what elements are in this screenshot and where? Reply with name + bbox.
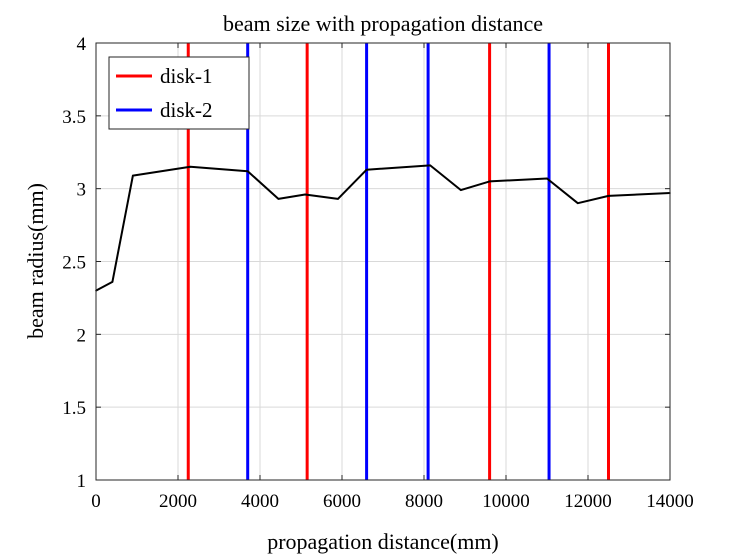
y-tick-label: 3.5: [62, 107, 86, 128]
beam-radius-point: [277, 198, 280, 200]
beam-radius-point: [365, 168, 368, 171]
beam-radius-point: [429, 164, 431, 167]
y-tick-label: 1: [77, 471, 87, 492]
beam-radius-point: [304, 193, 306, 196]
x-tick-label: 8000: [405, 491, 443, 512]
y-tick-label: 2.5: [62, 253, 86, 274]
beam-radius-point: [460, 189, 462, 191]
x-axis-label: propagation distance(mm): [267, 529, 499, 554]
chart-title: beam size with propagation distance: [223, 11, 543, 36]
y-tick-label: 2: [77, 325, 87, 346]
legend: disk-1 disk-2: [108, 56, 250, 130]
beam-radius-point: [337, 198, 339, 200]
x-tick-label: 10000: [482, 491, 530, 512]
beam-radius-point: [111, 281, 114, 283]
y-tick-label: 4: [77, 34, 87, 55]
x-tick-label: 14000: [646, 491, 694, 512]
beam-radius-point: [607, 195, 610, 197]
beam-radius-point: [132, 174, 134, 177]
x-tick-label: 6000: [323, 491, 361, 512]
x-tick-label: 4000: [241, 491, 279, 512]
beam-radius-point: [576, 202, 579, 205]
y-axis-label: beam radius(mm): [23, 183, 48, 339]
beam-radius-point: [189, 166, 192, 168]
legend-label-disk-2: disk-2: [160, 98, 213, 122]
beam-radius-point: [488, 180, 491, 183]
x-tick-label: 12000: [564, 491, 612, 512]
axis-ticks: 0 2000 4000 6000 8000 10000 12000 14000 1 1.5 2 2.5…: [62, 34, 694, 512]
y-tick-label: 3: [77, 180, 87, 201]
beam-radius-line: [95, 164, 671, 292]
beam-radius-series: [95, 164, 671, 292]
beam-radius-point: [546, 177, 548, 180]
x-tick-label: 0: [91, 491, 101, 512]
x-tick-label: 2000: [159, 491, 197, 512]
y-tick-label: 1.5: [62, 398, 86, 419]
legend-box: [108, 56, 250, 130]
legend-label-disk-1: disk-1: [160, 64, 213, 88]
beam-radius-point: [246, 170, 249, 172]
